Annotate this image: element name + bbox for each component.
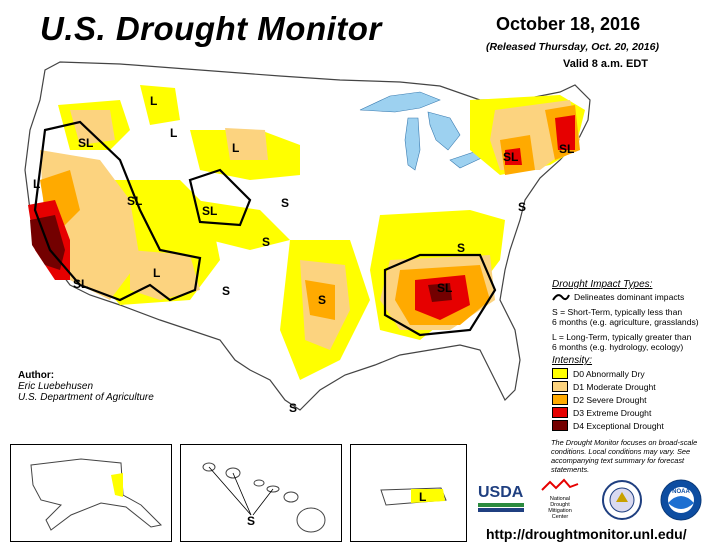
label-sl: SL: [127, 194, 142, 208]
d4-swatch: [552, 420, 568, 431]
label-sl: SL: [78, 136, 93, 150]
boundary-line-icon: [552, 294, 570, 301]
noaa-text: NOAA: [672, 489, 690, 495]
label-l: L: [153, 266, 160, 280]
ndmc-text: Center: [551, 514, 569, 520]
label-l: L: [33, 177, 40, 191]
label-s: S: [518, 200, 526, 214]
label-s: S: [222, 284, 230, 298]
label-l: L: [170, 126, 177, 140]
usda-logo-text: USDA: [478, 484, 524, 501]
hawaii-map: S: [202, 462, 326, 533]
d4-label: D4 Exceptional Drought: [573, 420, 664, 431]
impact-labels: L L L SL L SL SL S S L SL S S S SL S S S…: [33, 94, 574, 415]
label-s: S: [457, 241, 465, 255]
lake-michigan: [404, 117, 421, 171]
hawaii-inset: S: [180, 444, 342, 542]
impact-types-header: Drought Impact Types:: [552, 279, 653, 290]
author-org: U.S. Department of Agriculture: [18, 392, 154, 403]
impact-boundaries: [33, 120, 497, 337]
intensity-header: Intensity:: [552, 355, 593, 366]
d0-swatch: [552, 368, 568, 379]
label-s: S: [318, 293, 326, 307]
label-l: L: [232, 141, 239, 155]
usda-logo: USDA: [478, 484, 524, 516]
delineates-text: Delineates dominant impacts: [574, 292, 685, 302]
d2-label: D2 Severe Drought: [573, 394, 647, 405]
d1-swatch: [552, 381, 568, 392]
label-sl: SL: [559, 142, 574, 156]
ndmc-text: Drought: [550, 502, 570, 508]
release-date: (Released Thursday, Oct. 20, 2016): [486, 41, 659, 53]
label-sl: SL: [437, 281, 452, 295]
label-sl: SL: [503, 150, 518, 164]
label-sl: SL: [73, 277, 88, 291]
d3-label: D3 Extreme Drought: [573, 407, 652, 418]
puerto-rico-inset: L: [350, 444, 467, 542]
alaska-inset: [10, 444, 172, 542]
label-s: S: [289, 401, 297, 415]
l-definition-line: 6 months (e.g. hydrology, ecology): [552, 342, 684, 352]
d3-swatch: [552, 407, 568, 418]
disclaimer-note: The Drought Monitor focuses on broad-sca…: [551, 438, 698, 474]
legend: Drought Impact Types: Delineates dominan…: [552, 279, 717, 431]
l-definition-line: L = Long-Term, typically greater than: [552, 332, 692, 342]
ndmc-text: Mitigation: [548, 508, 572, 514]
d0-label: D0 Abnormally Dry: [573, 368, 645, 379]
delineate-row: Delineates dominant impacts: [552, 292, 717, 302]
label-l: L: [419, 490, 426, 504]
valid-time: Valid 8 a.m. EDT: [563, 58, 648, 70]
map-date: October 18, 2016: [496, 14, 641, 34]
lake-huron: [427, 111, 461, 151]
label-sl: SL: [202, 204, 217, 218]
label-l: L: [150, 94, 157, 108]
s-definition: S = Short-Term, typically less than 6 mo…: [552, 307, 717, 327]
ndmc-text: National: [549, 496, 571, 502]
author-name: Eric Luebehusen: [18, 381, 94, 392]
label-s: S: [281, 196, 289, 210]
author-block: Author: Eric Luebehusen U.S. Department …: [18, 370, 154, 403]
s-definition-line: S = Short-Term, typically less than: [552, 307, 683, 317]
ndmc-logo: National Drought Mitigation Center: [538, 478, 582, 522]
noaa-logo-icon: NOAA: [660, 479, 702, 521]
ndmc-icon: [541, 478, 579, 491]
map-title: U.S. Drought Monitor: [40, 10, 382, 47]
puerto-rico-map: L: [380, 487, 447, 506]
d1-label: D1 Moderate Drought: [573, 381, 656, 392]
commerce-seal-icon: [602, 480, 642, 520]
label-s: S: [247, 514, 255, 528]
s-definition-line: 6 months (e.g. agriculture, grasslands): [552, 317, 699, 327]
label-s: S: [262, 235, 270, 249]
author-header: Author:: [18, 370, 55, 381]
website-link[interactable]: http://droughtmonitor.unl.edu/: [486, 526, 687, 542]
lake-superior: [359, 91, 441, 113]
alaska-map: [30, 458, 163, 531]
d2-swatch: [552, 394, 568, 405]
l-definition: L = Long-Term, typically greater than 6 …: [552, 332, 717, 352]
